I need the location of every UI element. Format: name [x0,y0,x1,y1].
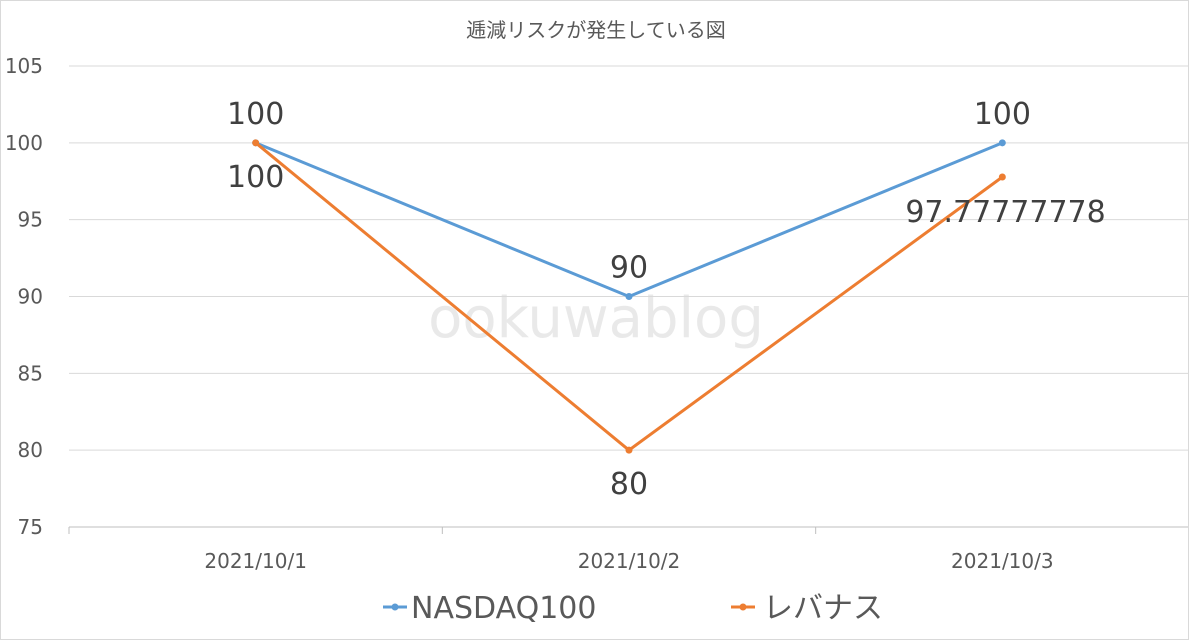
y-tick-label: 80 [18,438,43,462]
data-label: 90 [610,251,648,286]
y-tick-label: 100 [5,131,43,155]
y-tick-label: 105 [5,54,43,78]
watermark: ookuwablog [428,286,764,351]
legend-label: NASDAQ100 [411,591,596,626]
data-point [252,139,260,147]
x-tick-label: 2021/10/1 [204,549,307,573]
data-point [998,139,1006,147]
y-tick-label: 85 [18,361,43,385]
data-point [625,446,633,454]
data-point [998,173,1006,181]
legend-marker [739,603,747,611]
chart-title: 逓減リスクが発生している図 [466,18,725,42]
data-label: 100 [227,160,284,195]
y-tick-label: 95 [18,208,43,232]
legend-marker [391,603,399,611]
data-label: 97.77777778 [905,195,1105,230]
legend-label: レバナス [763,591,883,626]
data-label: 100 [974,97,1031,132]
data-point [625,293,633,300]
y-tick-label: 75 [18,515,43,539]
data-label: 80 [610,467,648,502]
y-tick-label: 90 [18,285,43,309]
data-label: 100 [227,97,284,132]
x-tick-label: 2021/10/3 [951,549,1054,573]
x-tick-label: 2021/10/2 [578,549,681,573]
